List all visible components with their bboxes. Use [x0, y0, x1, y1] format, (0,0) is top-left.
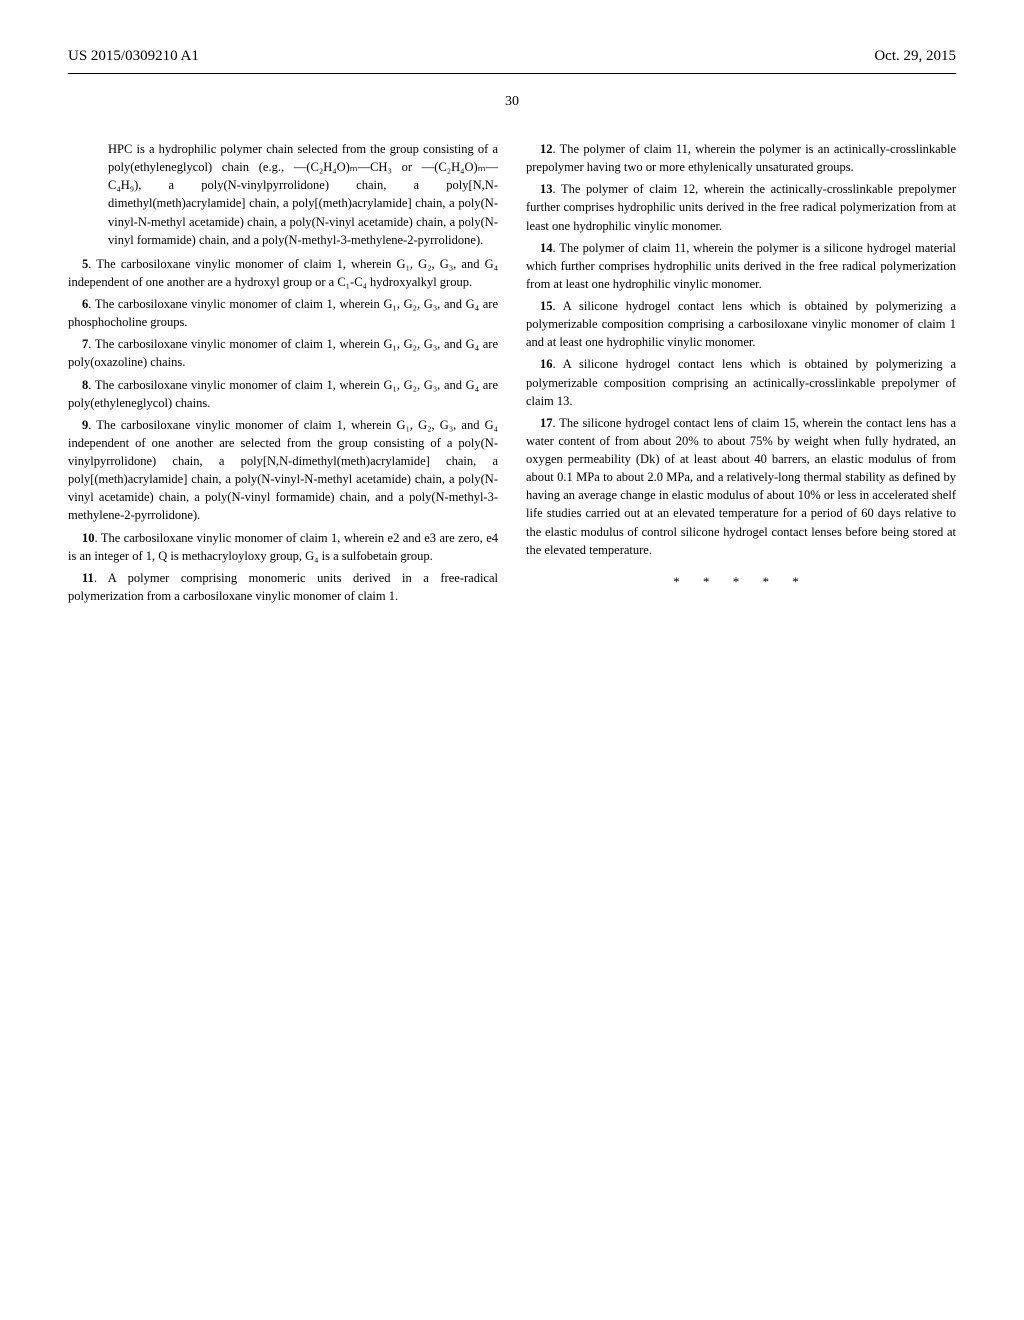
claim-text: . The carbosiloxane vinylic monomer of c…	[68, 337, 498, 369]
claim-text: . The carbosiloxane vinylic monomer of c…	[68, 378, 498, 410]
claim-number: 16	[540, 357, 553, 371]
claim-17: 17. The silicone hydrogel contact lens o…	[526, 414, 956, 559]
claim-text: . The carbosiloxane vinylic monomer of c…	[68, 257, 498, 289]
header-divider	[68, 73, 956, 74]
claim-text: . The polymer of claim 11, wherein the p…	[526, 142, 956, 174]
claim-text: . A silicone hydrogel contact lens which…	[526, 299, 956, 349]
claim-12: 12. The polymer of claim 11, wherein the…	[526, 140, 956, 176]
claim-text: . The silicone hydrogel contact lens of …	[526, 416, 956, 557]
claim-6: 6. The carbosiloxane vinylic monomer of …	[68, 295, 498, 331]
claim-15: 15. A silicone hydrogel contact lens whi…	[526, 297, 956, 351]
claim-number: 11	[82, 571, 94, 585]
end-asterisks: * * * * *	[526, 573, 956, 592]
claim-number: 15	[540, 299, 553, 313]
claim-text: . The polymer of claim 12, wherein the a…	[526, 182, 956, 232]
claim-text: . The carbosiloxane vinylic monomer of c…	[68, 418, 498, 523]
claim-text: . A silicone hydrogel contact lens which…	[526, 357, 956, 407]
page-number: 30	[68, 94, 956, 110]
hpc-definition: HPC is a hydrophilic polymer chain selec…	[68, 140, 498, 249]
claim-10: 10. The carbosiloxane vinylic monomer of…	[68, 529, 498, 565]
claim-text: . The carbosiloxane vinylic monomer of c…	[68, 531, 498, 563]
claim-number: 17	[540, 416, 553, 430]
claim-text: . A polymer comprising monomeric units d…	[68, 571, 498, 603]
claim-14: 14. The polymer of claim 11, wherein the…	[526, 239, 956, 293]
page-header: US 2015/0309210 A1 Oct. 29, 2015	[68, 48, 956, 65]
right-column: 12. The polymer of claim 11, wherein the…	[526, 140, 956, 609]
claim-13: 13. The polymer of claim 12, wherein the…	[526, 180, 956, 234]
doc-date: Oct. 29, 2015	[874, 48, 956, 65]
claim-text: . The polymer of claim 11, wherein the p…	[526, 241, 956, 291]
content-columns: HPC is a hydrophilic polymer chain selec…	[68, 140, 956, 609]
claim-number: 14	[540, 241, 553, 255]
claim-7: 7. The carbosiloxane vinylic monomer of …	[68, 335, 498, 371]
claim-5: 5. The carbosiloxane vinylic monomer of …	[68, 255, 498, 291]
claim-16: 16. A silicone hydrogel contact lens whi…	[526, 355, 956, 409]
claim-11: 11. A polymer comprising monomeric units…	[68, 569, 498, 605]
doc-number: US 2015/0309210 A1	[68, 48, 199, 65]
claim-number: 12	[540, 142, 553, 156]
claim-9: 9. The carbosiloxane vinylic monomer of …	[68, 416, 498, 525]
claim-number: 10	[82, 531, 95, 545]
claim-text: . The carbosiloxane vinylic monomer of c…	[68, 297, 498, 329]
claim-number: 13	[540, 182, 553, 196]
left-column: HPC is a hydrophilic polymer chain selec…	[68, 140, 498, 609]
claim-8: 8. The carbosiloxane vinylic monomer of …	[68, 376, 498, 412]
